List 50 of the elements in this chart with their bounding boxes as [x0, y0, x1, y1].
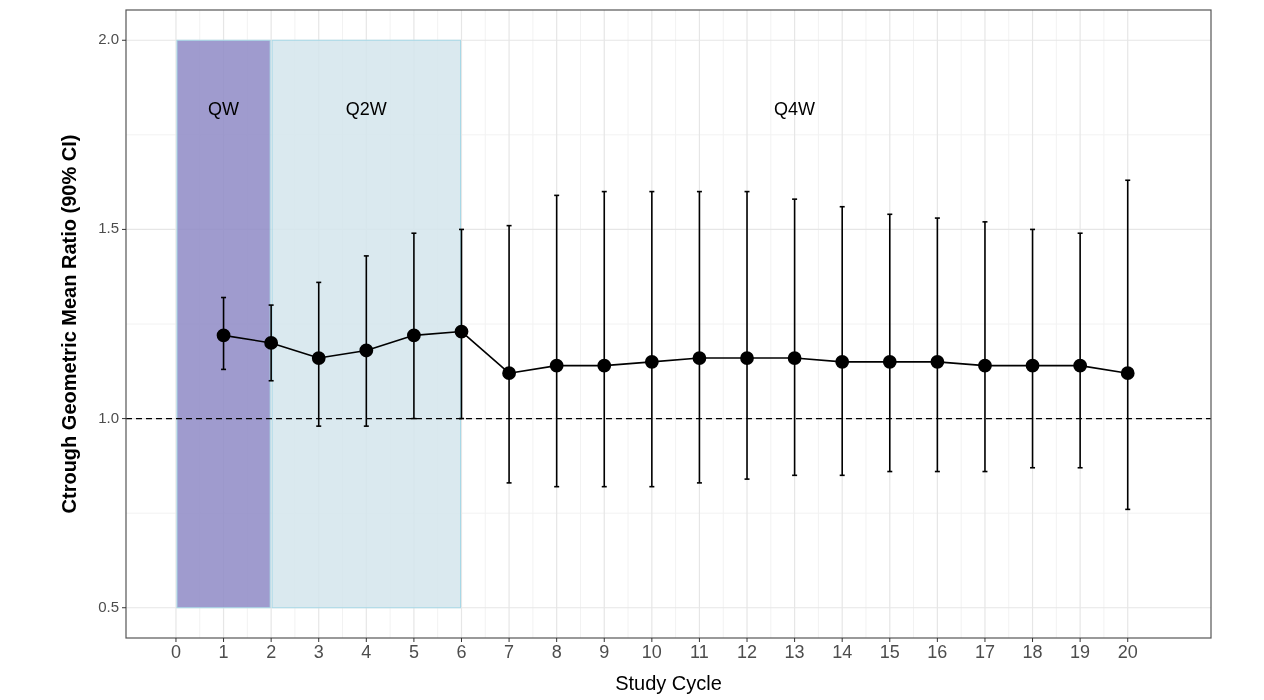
x-tick-label: 4	[361, 642, 372, 662]
point	[1025, 358, 1040, 373]
point	[454, 324, 469, 339]
x-tick-label: 8	[551, 642, 562, 662]
point	[502, 366, 516, 381]
x-tick-label: 19	[1070, 642, 1091, 662]
point	[787, 351, 802, 365]
point	[740, 351, 754, 365]
x-tick-label: 13	[784, 642, 805, 662]
y-tick-label: 1.5	[98, 219, 119, 237]
point	[930, 354, 945, 369]
point	[597, 358, 612, 373]
y-tick-label: 2.0	[98, 30, 119, 48]
x-tick-label: 17	[974, 642, 995, 662]
y-tick-label: 0.5	[98, 597, 119, 615]
x-tick-label: 12	[737, 642, 758, 662]
x-tick-label: 14	[832, 642, 853, 662]
band-label: Q2W	[345, 99, 387, 120]
x-tick-label: 3	[313, 642, 324, 662]
point	[216, 328, 231, 343]
y-tick-label: 1.0	[98, 408, 119, 426]
point	[882, 354, 897, 369]
band-label: QW	[208, 99, 240, 120]
x-tick-label: 2	[266, 642, 277, 662]
x-tick-label: 0	[170, 642, 181, 662]
x-axis-title: Study Cycle	[615, 672, 722, 694]
point	[1120, 366, 1135, 381]
point	[692, 351, 707, 365]
y-axis-title: Ctrough Geometric Mean Ratio (90% CI)	[58, 134, 80, 514]
x-tick-label: 1	[218, 642, 229, 662]
x-tick-label: 5	[408, 642, 419, 662]
point	[264, 336, 279, 350]
point	[311, 351, 326, 365]
annotation: Q4W	[774, 99, 816, 120]
x-tick-label: 7	[504, 642, 515, 662]
x-tick-label: 11	[690, 642, 709, 662]
x-tick-label: 15	[879, 642, 900, 662]
x-tick-label: 18	[1022, 642, 1043, 662]
point	[549, 358, 564, 373]
x-tick-label: 20	[1117, 642, 1138, 662]
point	[644, 354, 659, 369]
point	[359, 343, 374, 358]
point	[1073, 358, 1088, 373]
point	[835, 354, 850, 369]
x-tick-label: 6	[456, 642, 467, 662]
x-tick-label: 9	[599, 642, 610, 662]
point	[407, 328, 421, 343]
x-tick-label: 16	[927, 642, 948, 662]
point	[978, 358, 992, 373]
x-tick-label: 10	[641, 642, 662, 662]
